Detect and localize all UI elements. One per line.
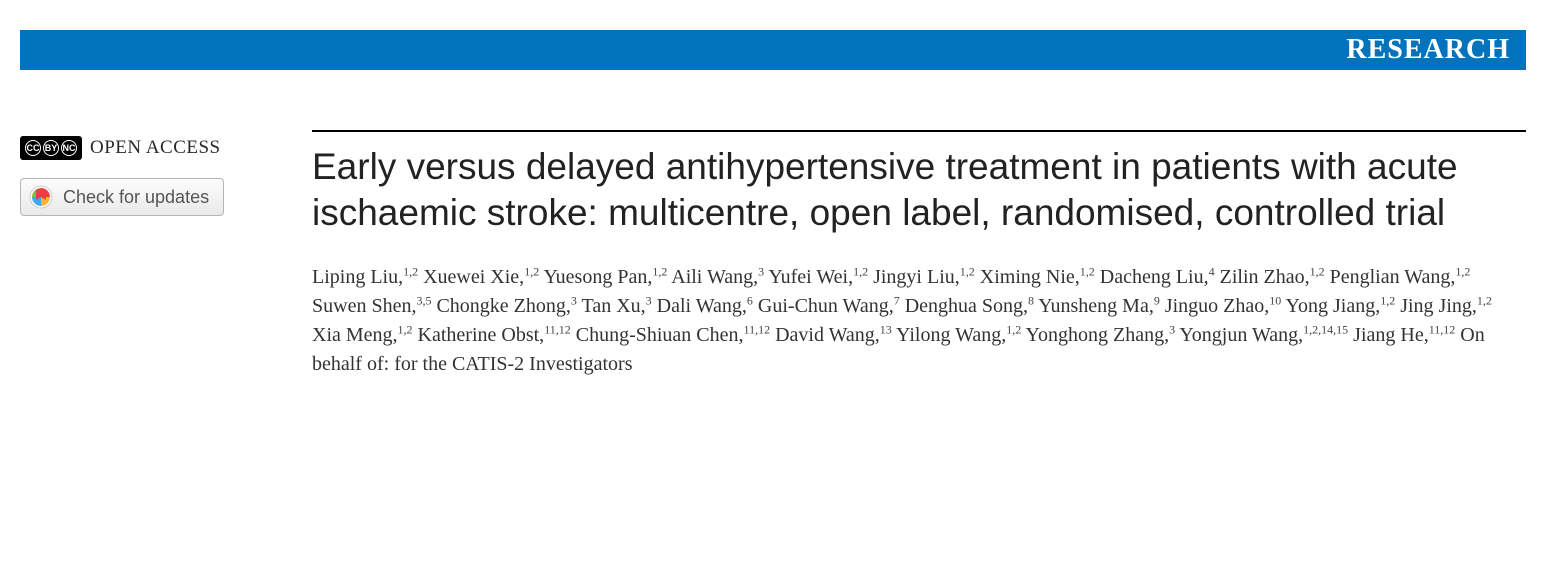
- author-affiliation: 1,2: [960, 264, 975, 278]
- author-affiliation: 3: [1169, 322, 1175, 336]
- author-affiliation: 1,2: [1455, 264, 1470, 278]
- author-affiliation: 8: [1028, 293, 1034, 307]
- content-row: CC BY NC OPEN ACCESS Check for updates E…: [20, 130, 1526, 379]
- author-affiliation: 11,12: [1429, 322, 1456, 336]
- author-affiliation: 1,2: [1380, 293, 1395, 307]
- author-affiliation: 6: [747, 293, 753, 307]
- author-affiliation: 1,2,14,15: [1303, 322, 1348, 336]
- author-affiliation: 3,5: [416, 293, 431, 307]
- open-access-row: CC BY NC OPEN ACCESS: [20, 136, 280, 160]
- crossmark-icon: [29, 185, 53, 209]
- author-affiliation: 1,2: [1080, 264, 1095, 278]
- research-banner: RESEARCH: [20, 30, 1526, 70]
- author-affiliation: 1,2: [853, 264, 868, 278]
- author-affiliation: 11,12: [744, 322, 771, 336]
- author-affiliation: 3: [646, 293, 652, 307]
- author-affiliation: 10: [1269, 293, 1281, 307]
- author-affiliation: 1,2: [398, 322, 413, 336]
- author-affiliation: 9: [1154, 293, 1160, 307]
- open-access-label: OPEN ACCESS: [90, 137, 221, 159]
- cc-license-icon: CC BY NC: [20, 136, 82, 160]
- author-list: Liping Liu,1,2 Xuewei Xie,1,2 Yuesong Pa…: [312, 263, 1498, 379]
- author-affiliation: 1,2: [1310, 264, 1325, 278]
- article-title: Early versus delayed antihypertensive tr…: [312, 144, 1498, 237]
- nc-glyph: NC: [61, 140, 77, 156]
- author-affiliation: 3: [571, 293, 577, 307]
- check-updates-button[interactable]: Check for updates: [20, 178, 224, 216]
- cc-glyph: CC: [25, 140, 41, 156]
- by-glyph: BY: [43, 140, 59, 156]
- author-affiliation: 11,12: [544, 322, 571, 336]
- banner-label: RESEARCH: [1346, 34, 1510, 66]
- author-affiliation: 13: [880, 322, 892, 336]
- author-affiliation: 7: [894, 293, 900, 307]
- left-column: CC BY NC OPEN ACCESS Check for updates: [20, 130, 280, 379]
- article-header: Early versus delayed antihypertensive tr…: [312, 130, 1526, 379]
- check-updates-label: Check for updates: [63, 187, 209, 208]
- author-affiliation: 1,2: [1477, 293, 1492, 307]
- author-affiliation: 1,2: [524, 264, 539, 278]
- author-affiliation: 3: [758, 264, 764, 278]
- author-affiliation: 1,2: [652, 264, 667, 278]
- author-affiliation: 1,2: [1006, 322, 1021, 336]
- author-affiliation: 1,2: [403, 264, 418, 278]
- author-affiliation: 4: [1209, 264, 1215, 278]
